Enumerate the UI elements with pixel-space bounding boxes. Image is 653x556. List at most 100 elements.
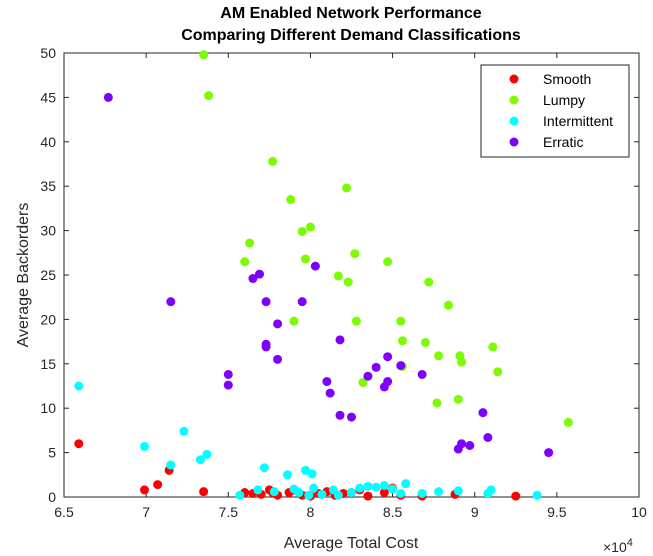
x-tick-label: 7 — [142, 504, 150, 520]
chart-title-line-2: Comparing Different Demand Classificatio… — [181, 27, 521, 44]
legend-label-smooth: Smooth — [543, 71, 591, 87]
data-point-intermittent — [166, 460, 176, 470]
data-point-erratic — [248, 274, 258, 284]
data-point-intermittent — [202, 449, 212, 459]
data-point-erratic — [483, 433, 493, 443]
data-point-lumpy — [240, 257, 250, 267]
data-point-lumpy — [457, 357, 467, 367]
data-point-intermittent — [379, 480, 389, 490]
data-point-erratic — [335, 335, 345, 345]
data-point-lumpy — [383, 257, 393, 267]
data-point-lumpy — [351, 316, 361, 326]
legend-label-erratic: Erratic — [543, 134, 583, 150]
series-intermittent — [74, 381, 542, 500]
x-tick-label: 9 — [471, 504, 479, 520]
data-point-lumpy — [305, 222, 315, 232]
data-point-intermittent — [235, 490, 245, 500]
data-points — [74, 50, 573, 501]
y-tick-label: 30 — [40, 223, 56, 239]
data-point-erratic — [465, 440, 475, 450]
data-point-smooth — [140, 485, 149, 495]
data-point-intermittent — [253, 485, 263, 495]
data-point-intermittent — [140, 441, 149, 451]
data-point-intermittent — [269, 487, 279, 497]
data-point-lumpy — [350, 249, 360, 259]
data-point-lumpy — [204, 91, 214, 101]
data-point-intermittent — [486, 485, 496, 495]
data-point-lumpy — [396, 316, 406, 326]
data-point-intermittent — [179, 426, 189, 436]
data-point-intermittent — [301, 465, 310, 475]
data-point-lumpy — [488, 342, 498, 352]
data-point-erratic — [103, 92, 113, 102]
data-point-erratic — [310, 261, 320, 271]
data-point-smooth — [153, 480, 163, 490]
x-tick-label: 7.5 — [219, 504, 239, 520]
data-point-lumpy — [443, 300, 453, 310]
data-point-erratic — [335, 410, 345, 420]
data-point-intermittent — [355, 483, 365, 493]
data-point-lumpy — [358, 377, 368, 387]
series-lumpy — [199, 50, 573, 427]
data-point-intermittent — [388, 484, 398, 494]
data-point-erratic — [261, 297, 271, 307]
data-point-lumpy — [342, 183, 352, 193]
y-tick-label: 45 — [40, 89, 56, 105]
data-point-lumpy — [286, 195, 296, 205]
data-point-erratic — [223, 369, 233, 379]
data-point-lumpy — [563, 417, 573, 427]
y-tick-label: 50 — [40, 45, 56, 61]
data-point-intermittent — [453, 486, 463, 496]
data-point-erratic — [383, 377, 393, 387]
data-point-intermittent — [304, 490, 314, 500]
data-point-erratic — [417, 369, 427, 379]
data-point-lumpy — [493, 367, 503, 377]
y-axis: 0 5 10 15 20 25 30 35 40 45 50 — [40, 45, 639, 505]
data-point-erratic — [347, 412, 356, 422]
data-point-lumpy — [343, 277, 353, 287]
x-axis: 6.5 7 7.5 8 8.5 9 9.5 10 — [54, 53, 647, 520]
legend-label-lumpy: Lumpy — [543, 92, 585, 108]
data-point-erratic — [273, 319, 283, 329]
y-tick-label: 5 — [48, 445, 56, 461]
data-point-intermittent — [74, 381, 84, 391]
y-tick-label: 40 — [40, 134, 56, 150]
data-point-intermittent — [309, 483, 319, 493]
data-point-lumpy — [333, 271, 343, 281]
legend-box — [480, 64, 630, 158]
x-tick-label: 9.5 — [547, 504, 567, 520]
data-point-erratic — [544, 448, 554, 458]
series-erratic — [103, 92, 554, 458]
data-point-intermittent — [307, 469, 317, 479]
data-point-lumpy — [199, 50, 209, 60]
data-point-intermittent — [434, 487, 444, 497]
data-point-erratic — [383, 352, 393, 362]
legend-marker-intermittent — [509, 116, 519, 126]
data-point-smooth — [199, 487, 209, 497]
data-point-smooth — [363, 491, 373, 501]
data-point-lumpy — [424, 277, 434, 287]
data-point-erratic — [255, 269, 264, 279]
data-point-lumpy — [301, 254, 310, 264]
y-tick-label: 20 — [40, 311, 56, 327]
data-point-intermittent — [401, 479, 411, 489]
data-point-lumpy — [434, 351, 444, 361]
data-point-erratic — [261, 342, 271, 352]
legend-marker-erratic — [509, 137, 519, 147]
data-point-erratic — [457, 439, 467, 449]
data-point-erratic — [371, 362, 381, 372]
y-tick-label: 10 — [40, 400, 56, 416]
data-point-intermittent — [371, 482, 381, 492]
x-tick-label: 6.5 — [54, 504, 74, 520]
data-point-lumpy — [289, 316, 299, 326]
data-point-erratic — [273, 354, 283, 364]
data-point-intermittent — [333, 490, 343, 500]
data-point-erratic — [396, 361, 406, 371]
data-point-intermittent — [347, 488, 356, 498]
data-point-lumpy — [397, 336, 407, 346]
data-point-smooth — [511, 491, 521, 501]
x-tick-label: 8 — [307, 504, 315, 520]
data-point-erratic — [325, 388, 335, 398]
data-point-intermittent — [532, 490, 542, 500]
